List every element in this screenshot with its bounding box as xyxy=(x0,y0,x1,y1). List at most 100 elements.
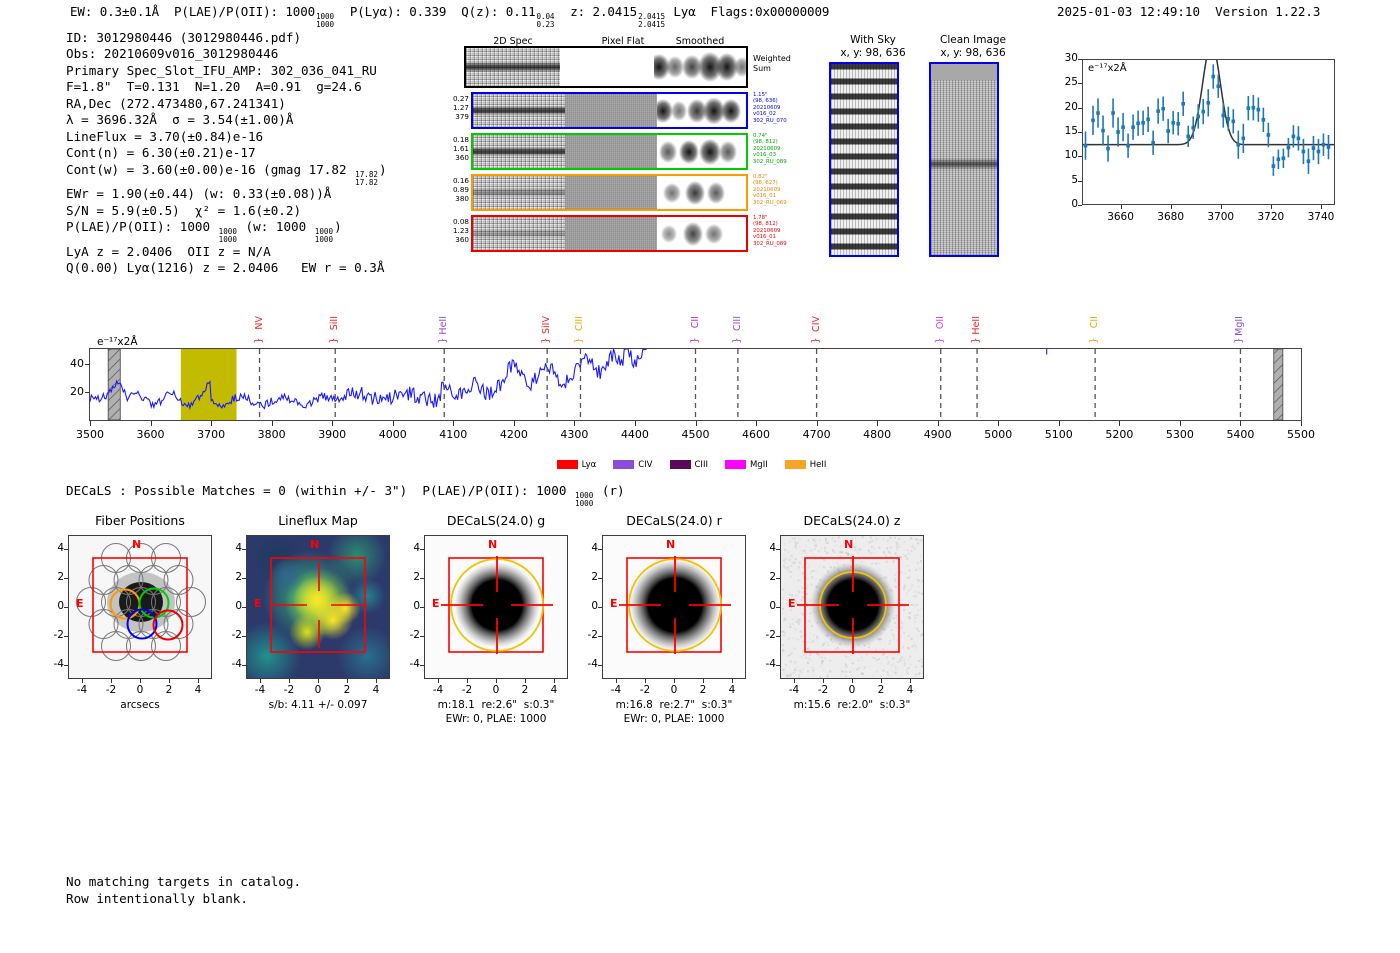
spec2d-row-3-smoothed xyxy=(657,217,746,250)
cutout-image-2[interactable] xyxy=(424,535,568,679)
legend-swatch xyxy=(724,460,746,469)
cutout-3-xtick-mark xyxy=(645,679,646,683)
spec2d-row-0-smoothed xyxy=(657,94,746,127)
legend-label: CIV xyxy=(638,460,653,470)
full-spectrum-xtick: 4000 xyxy=(378,428,407,441)
full-spectrum-xtick: 4300 xyxy=(560,428,589,441)
full-spectrum-xtick-mark xyxy=(756,421,758,426)
cutout-3-ytick: -4 xyxy=(587,658,598,670)
full-spectrum-xtick: 4900 xyxy=(923,428,952,441)
header-qz: Q(z): 0.11 xyxy=(461,4,536,19)
cutout-3-xtick: 0 xyxy=(670,684,678,696)
full-spectrum-xtick: 4400 xyxy=(620,428,649,441)
cutout-image-3[interactable] xyxy=(602,535,746,679)
legend-item-mgii: MgII xyxy=(724,460,768,470)
header-datetime: 2025-01-03 12:49:10 xyxy=(1057,4,1200,19)
cutout-4-xtick-mark xyxy=(910,679,911,683)
full-spectrum-legend: Lyα CIV CIII MgII HeII xyxy=(0,452,1400,471)
cutout-2-caption2: EWr: 0, PLAE: 1000 xyxy=(445,713,547,725)
spec2d-row-2 xyxy=(471,174,748,211)
line-profile-ytick-mark xyxy=(1078,156,1082,158)
cutout-4-ytick-mark xyxy=(776,578,780,579)
cutout-0-xtick: 4 xyxy=(194,684,202,696)
full-spectrum-ytick-mark xyxy=(85,364,89,366)
cutout-4-ytick-mark xyxy=(776,665,780,666)
cutout-image-4[interactable] xyxy=(780,535,924,679)
cutout-1-ytick: 4 xyxy=(235,542,242,554)
cutout-2-ytick: -2 xyxy=(409,629,420,641)
header-flags: Flags:0x00000009 xyxy=(710,4,830,19)
full-spectrum-xtick: 3800 xyxy=(257,428,286,441)
full-spectrum-xtick: 3500 xyxy=(76,428,104,441)
source-info-block: ID: 3012980446 (3012980446.pdf) Obs: 202… xyxy=(66,30,387,276)
cutout-1-ytick-mark xyxy=(242,578,246,579)
line-profile-ytick-mark xyxy=(1078,205,1082,206)
spec2d-row-3-leftlabels: 0.08 1.23 360 xyxy=(452,217,469,244)
cutout-2-ytick: 2 xyxy=(413,571,420,583)
full-spectrum-xtick-mark xyxy=(695,421,697,426)
line-profile-chart: 0 5 10 15 20 25 30 3660 3680 3700 3720 3740 e⁻¹⁷x2… xyxy=(1040,52,1335,223)
cutout-2-ytick: 0 xyxy=(413,600,420,612)
spec2d-row-1 xyxy=(471,133,748,170)
cutout-2-caption: m:18.1 re:2.6" s:0.3" xyxy=(437,699,555,711)
cutout-east-marker-4: E xyxy=(788,597,796,610)
cutout-3-xtick: 4 xyxy=(728,684,736,696)
cutout-4-ytick: 0 xyxy=(769,600,776,612)
cutout-3-xtick: -4 xyxy=(610,684,622,696)
spec2d-row-1-smoothed xyxy=(657,135,746,168)
cutout-4-xtick: 0 xyxy=(848,684,856,696)
header-ew: EW: 0.3±0.1Å xyxy=(70,4,160,19)
full-spectrum-xtick-mark xyxy=(998,421,1000,426)
legend-label: Lyα xyxy=(581,460,597,470)
spec2d-row-2-2dspec xyxy=(473,176,565,209)
spec2d-row-2-smoothed xyxy=(657,176,746,209)
cutout-3-ytick: -2 xyxy=(587,629,598,641)
line-profile-xtick-mark xyxy=(1320,205,1322,209)
legend-item-heii: HeII xyxy=(784,460,826,470)
header-version: Version 1.22.3 xyxy=(1215,4,1321,19)
line-profile-ytick: 25 xyxy=(1064,76,1078,89)
cutout-east-marker-3: E xyxy=(610,597,618,610)
cutout-2-xtick: -4 xyxy=(432,684,444,696)
info-plae-fraction-1: 1000 1000 xyxy=(218,227,237,245)
cutout-3-xtick: 2 xyxy=(699,684,707,696)
full-spectrum-xtick-mark xyxy=(1301,421,1302,426)
spec2d-row-1-pixelflat xyxy=(565,135,657,168)
full-spectrum-xtick: 3700 xyxy=(197,428,226,441)
spec2d-weighted-sum-label: Weighted Sum xyxy=(753,54,791,73)
cutout-image-1[interactable] xyxy=(246,535,390,679)
cutout-1-ytick: -2 xyxy=(231,629,242,641)
line-profile-ytick: 5 xyxy=(1071,173,1078,186)
cutout-1-ytick-mark xyxy=(242,549,246,550)
cutout-2-xtick: 2 xyxy=(521,684,529,696)
full-spectrum-xtick-mark xyxy=(332,421,334,426)
full-spectrum-xtick-mark xyxy=(211,421,213,426)
footer-line-2: Row intentionally blank. xyxy=(66,890,248,906)
cutout-3-ytick: 4 xyxy=(591,542,598,554)
header-timestamp-version: 2025-01-03 12:49:10 Version 1.22.3 xyxy=(1057,4,1320,19)
line-profile-xtick: 3720 xyxy=(1257,211,1285,223)
footer-line-1: No matching targets in catalog. xyxy=(66,874,302,889)
cutout-2-xtick: 0 xyxy=(492,684,500,696)
line-profile-xtick: 3700 xyxy=(1207,211,1235,223)
info-id: ID: 3012980446 (3012980446.pdf) xyxy=(66,30,302,45)
full-spectrum-xtick: 4500 xyxy=(681,428,710,441)
full-spectrum-ytick: 20 xyxy=(70,384,84,398)
cutout-1-ytick: 0 xyxy=(235,600,242,612)
spec2d-title-pixelflat: Pixel Flat xyxy=(601,36,645,47)
cutout-4-xtick: 2 xyxy=(877,684,885,696)
spec2d-row-1-2dspec xyxy=(473,135,565,168)
cutout-0-ytick: -2 xyxy=(53,629,64,641)
cutout-east-marker-0: E xyxy=(76,597,84,610)
spec2d-row-0-leftlabels: 0.27 1.27 379 xyxy=(452,94,469,121)
legend-swatch xyxy=(669,460,691,469)
cleanimage-title-text: Clean Image xyxy=(939,34,1007,46)
full-spectrum-xtick-mark xyxy=(1119,421,1121,426)
spec2d-title-2dspec: 2D Spec xyxy=(493,36,533,47)
cutout-4-caption: m:15.6 re:2.0" s:0.3" xyxy=(793,699,911,711)
cutout-title-0: Fiber Positions xyxy=(95,513,185,528)
full-spectrum-xtick-mark xyxy=(513,421,515,426)
spec2d-title-smoothed: Smoothed xyxy=(675,36,725,47)
cutout-image-0[interactable] xyxy=(68,535,212,679)
info-gmag-fraction: 17.82 17.82 xyxy=(355,169,378,187)
